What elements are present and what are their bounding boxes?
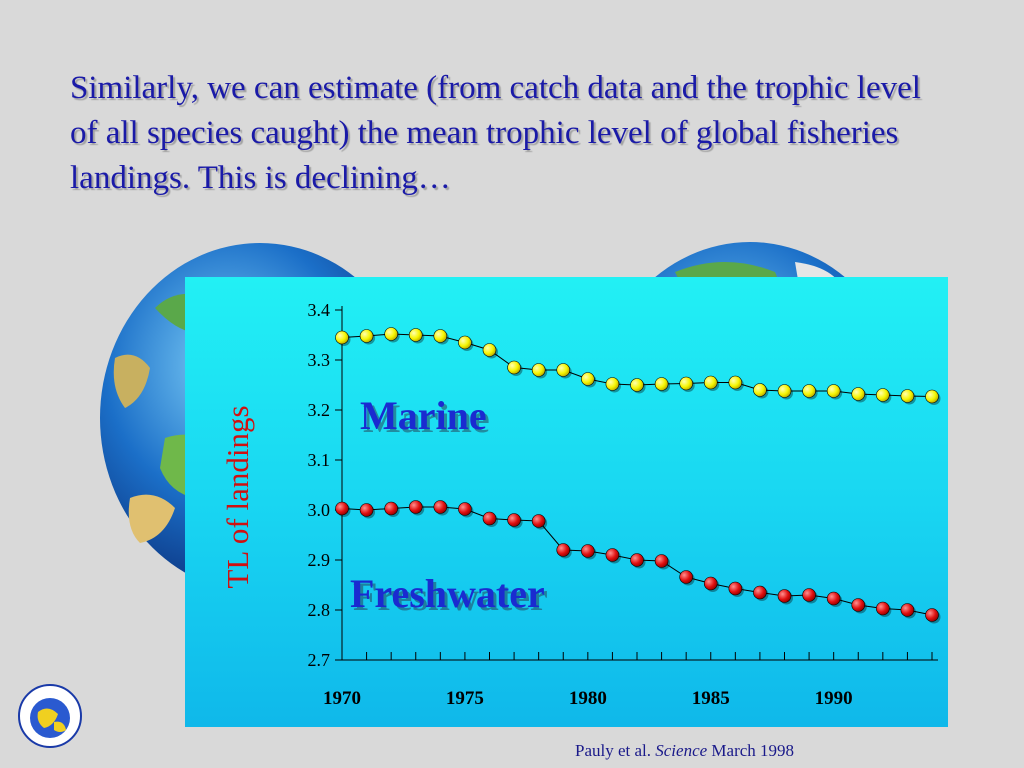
- y-tick-label: 3.3: [308, 350, 331, 370]
- y-tick-label: 3.1: [308, 450, 331, 470]
- x-tick-label: 1970: [323, 688, 361, 709]
- data-point: [876, 388, 890, 402]
- y-tick-label: 3.0: [308, 500, 331, 520]
- y-tick-label: 2.9: [308, 550, 331, 570]
- data-point: [703, 576, 718, 591]
- data-point: [777, 589, 792, 603]
- data-point: [408, 328, 423, 342]
- series-label: Freshwater: [350, 571, 545, 616]
- x-tick-label: 1990: [815, 688, 853, 709]
- data-point: [679, 570, 693, 584]
- data-point: [925, 389, 939, 404]
- data-point: [753, 585, 767, 600]
- data-point: [359, 329, 374, 343]
- data-point: [851, 598, 866, 612]
- data-point: [826, 384, 841, 398]
- citation: Pauly et al. Science March 1998: [575, 741, 794, 761]
- data-point: [605, 377, 620, 391]
- data-point: [753, 383, 767, 397]
- series-label-shadow: Freshwater: [353, 574, 548, 619]
- data-point: [654, 377, 669, 391]
- data-point: [728, 375, 743, 390]
- data-point: [581, 544, 595, 558]
- data-point: [335, 330, 349, 345]
- data-point: [433, 329, 448, 343]
- x-tick-label: 1980: [569, 688, 607, 709]
- data-point: [925, 608, 939, 622]
- data-point: [507, 360, 521, 375]
- x-tick-label: 1985: [692, 688, 730, 709]
- data-point: [851, 387, 866, 401]
- data-point: [507, 513, 521, 527]
- series-label: Marine: [360, 393, 487, 438]
- data-point: [531, 363, 546, 377]
- data-point: [581, 372, 595, 386]
- trophic-level-chart: 3.4 3.3 3.2 3.1 3.0 2.9 2.8 2.7 1970 1975 1980 1985…: [220, 300, 941, 709]
- citation-journal: Science: [655, 741, 708, 760]
- data-point: [458, 502, 472, 516]
- data-point: [630, 553, 644, 567]
- data-point: [531, 514, 546, 528]
- data-point: [900, 389, 915, 403]
- data-point: [900, 603, 915, 617]
- sea-around-us-logo-icon: [18, 684, 82, 748]
- chart-panel: 3.4 3.3 3.2 3.1 3.0 2.9 2.8 2.7 1970 1975 1980 1985…: [185, 277, 948, 727]
- data-point: [876, 601, 890, 616]
- y-axis-label: TL of landings: [220, 405, 255, 588]
- data-point: [408, 500, 423, 514]
- data-point: [458, 335, 472, 350]
- data-point: [605, 548, 620, 562]
- y-tick-label: 2.7: [308, 650, 331, 670]
- data-point: [728, 581, 743, 596]
- data-point: [802, 588, 816, 602]
- data-point: [482, 511, 497, 526]
- data-point: [703, 375, 718, 390]
- data-point: [359, 503, 374, 517]
- data-point: [384, 501, 398, 516]
- data-point: [826, 591, 841, 606]
- y-tick-label: 3.4: [308, 300, 331, 320]
- data-point: [654, 554, 669, 568]
- series-label-shadow: Marine: [363, 396, 490, 441]
- data-point: [802, 384, 816, 398]
- data-point: [556, 363, 571, 377]
- data-point: [630, 378, 644, 392]
- data-point: [777, 384, 792, 398]
- y-tick-label: 3.2: [308, 400, 331, 420]
- data-point: [384, 327, 398, 341]
- y-tick-label: 2.8: [308, 600, 331, 620]
- data-point: [482, 343, 497, 357]
- slide-heading: Similarly, we can estimate (from catch d…: [70, 70, 921, 196]
- citation-authors: Pauly et al.: [575, 741, 652, 760]
- x-tick-label: 1975: [446, 688, 484, 709]
- data-point: [335, 501, 349, 516]
- citation-date: March 1998: [711, 741, 795, 760]
- data-point: [433, 500, 448, 514]
- data-point: [556, 543, 571, 557]
- data-point: [679, 376, 693, 391]
